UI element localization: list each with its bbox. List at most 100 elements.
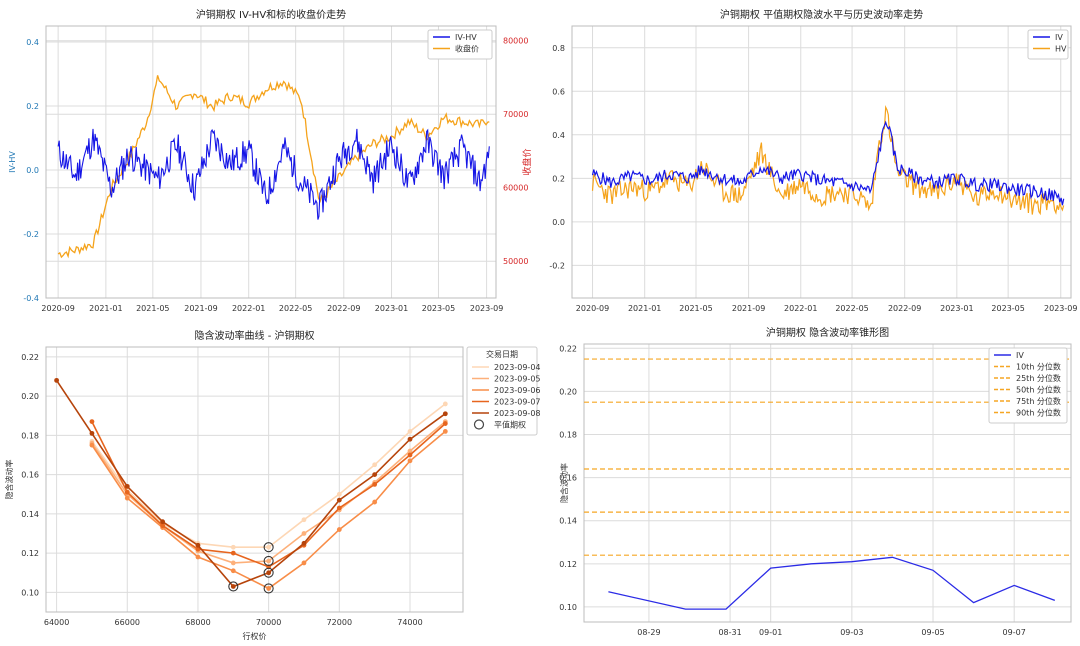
series-hv [591, 105, 1065, 216]
chart1-y2tick-label: 60000 [503, 184, 528, 193]
chart2-xtick-label: 2021-01 [628, 304, 661, 313]
series-smile-2023-09-08 [55, 379, 446, 588]
smile-point [442, 411, 448, 417]
smile-point [442, 401, 448, 407]
smile-point [407, 436, 413, 442]
chart3-legend-label: 2023-09-07 [494, 398, 541, 407]
chart3-title: 隐含波动率曲线 - 沪铜期权 [195, 329, 315, 342]
smile-point [266, 544, 272, 550]
chart-atm-iv-hv: 沪铜期权 平值期权隐波水平与历史波动率走势 0.8 0.6 0.4 0.2 0.0 -0.2… [549, 8, 1077, 313]
chart2-ytick-label: 0.8 [552, 44, 565, 53]
chart2-ytick-label: 0.0 [552, 218, 565, 227]
series-iv-hv [57, 128, 490, 220]
chart4-xtick-label: 08-31 [718, 628, 741, 637]
smile-point [372, 472, 378, 477]
smile-point [195, 554, 201, 560]
chart4-legend-label: 75th 分位数 [1016, 396, 1061, 406]
chart1-xtick-label: 2022-09 [327, 304, 360, 313]
chart1-ytick-label: -0.2 [23, 230, 39, 239]
smile-point [230, 550, 236, 556]
smile-point [372, 482, 378, 487]
chart1-legend-label: IV-HV [455, 33, 477, 42]
atm-marker [263, 555, 274, 567]
chart3-legend-marker [473, 419, 485, 430]
chart1-y2tick-label: 70000 [503, 110, 528, 119]
chart3-ytick-label: 0.10 [21, 588, 39, 597]
smile-point [407, 448, 413, 454]
chart1-xtick-label: 2023-09 [470, 304, 503, 313]
chart4-title: 沪铜期权 隐含波动率锥形图 [766, 326, 889, 339]
smile-point [160, 519, 166, 525]
chart4-ylabel: 隐含波动率 [559, 463, 569, 503]
chart1-frame [45, 25, 497, 299]
chart1-ytick-label: 0.2 [26, 102, 39, 111]
chart3-ylabel: 隐含波动率 [4, 460, 14, 500]
chart1-legend-label: 收盘价 [455, 44, 479, 54]
chart1-xtick-label: 2021-09 [184, 304, 217, 313]
chart3-ytick-label: 0.16 [21, 471, 39, 480]
series-iv [591, 120, 1065, 206]
chart4-ytick-label: 0.12 [559, 560, 577, 569]
chart1-y2tick-label: 80000 [503, 37, 528, 46]
chart2-xtick-label: 2021-09 [732, 304, 765, 313]
chart3-ytick-label: 0.12 [21, 549, 39, 558]
chart4-xtick-label: 09-05 [921, 628, 944, 637]
chart2-xtick-label: 2021-05 [679, 304, 712, 313]
smile-point [124, 489, 130, 495]
chart3-frame [45, 346, 464, 613]
chart2-legend-label: HV [1055, 45, 1067, 54]
chart2-xtick-label: 2022-01 [784, 304, 817, 313]
chart2-legend-label: IV [1055, 33, 1063, 42]
smile-point [266, 586, 272, 591]
series-cone-iv [608, 556, 1056, 610]
smile-point [230, 544, 236, 550]
smile-point [89, 419, 95, 424]
chart2-xtick-label: 2023-05 [991, 304, 1024, 313]
chart3-ytick-label: 0.18 [21, 431, 39, 440]
chart1-xtick-label: 2021-01 [89, 304, 122, 313]
chart4-xtick-label: 09-01 [759, 628, 782, 637]
chart3-xlabel: 行权价 [243, 631, 267, 641]
chart4-legend-label: 25th 分位数 [1016, 373, 1061, 383]
smile-point [160, 523, 166, 529]
chart1-ylabel: IV-HV [8, 151, 17, 173]
smile-point [301, 517, 307, 523]
chart1-y2tick-label: 50000 [503, 257, 528, 266]
chart4-legend-label: IV [1016, 351, 1024, 360]
chart3-xtick-label: 66000 [115, 618, 140, 627]
chart1-title: 沪铜期权 IV-HV和标的收盘价走势 [196, 8, 346, 21]
smile-point [195, 546, 201, 552]
chart3-ytick-label: 0.14 [21, 510, 39, 519]
chart4-ytick-label: 0.14 [559, 517, 577, 526]
chart1-xtick-label: 2023-05 [422, 304, 455, 313]
chart3-xtick-label: 70000 [256, 618, 281, 627]
chart-iv-smile: 隐含波动率曲线 - 沪铜期权 0.22 0.20 0.18 0.16 0.14 0.12 0.… [4, 329, 541, 641]
smile-point [336, 505, 342, 511]
chart2-title: 沪铜期权 平值期权隐波水平与历史波动率走势 [720, 8, 923, 21]
chart3-ytick-label: 0.20 [21, 392, 39, 401]
chart3-legend-label: 平值期权 [494, 420, 526, 430]
smile-point [89, 430, 95, 436]
chart4-ytick-label: 0.20 [559, 387, 577, 396]
smile-point [230, 560, 236, 566]
chart4-legend-label: 10th 分位数 [1016, 362, 1061, 372]
smile-point [336, 497, 342, 503]
chart3-xtick-label: 68000 [185, 618, 210, 627]
smile-point [266, 570, 272, 576]
chart1-xtick-label: 2022-05 [279, 304, 312, 313]
chart3-xtick-label: 72000 [327, 618, 352, 627]
chart3-ytick-label: 0.22 [21, 353, 39, 362]
smile-point [124, 483, 130, 489]
chart2-ytick-label: 0.4 [552, 131, 565, 140]
smile-point [124, 495, 130, 501]
smile-point [372, 499, 378, 505]
chart1-ytick-label: 0.4 [26, 38, 39, 47]
smile-point [336, 491, 342, 497]
chart4-ytick-label: 0.16 [559, 474, 577, 483]
chart4-xtick-label: 09-07 [1003, 628, 1026, 637]
chart1-xtick-label: 2023-01 [375, 304, 408, 313]
smile-point [372, 462, 378, 468]
smile-point [407, 458, 413, 464]
chart4-frame [583, 343, 1072, 623]
chart1-xtick-label: 2021-05 [136, 304, 169, 313]
